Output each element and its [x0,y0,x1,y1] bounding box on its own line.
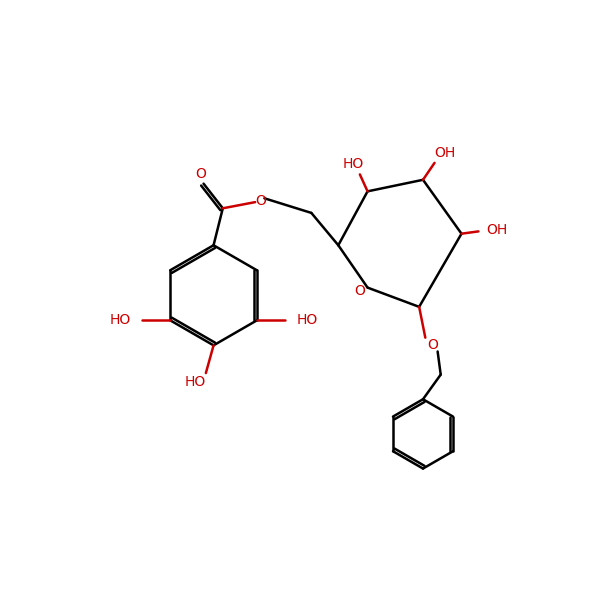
Text: O: O [428,338,439,352]
Text: O: O [195,167,206,181]
Text: O: O [355,284,365,298]
Text: O: O [255,194,266,208]
Text: HO: HO [184,376,206,389]
Text: HO: HO [343,157,364,172]
Text: HO: HO [296,313,317,328]
Text: HO: HO [110,313,131,328]
Text: OH: OH [486,223,508,237]
Text: OH: OH [434,146,455,160]
